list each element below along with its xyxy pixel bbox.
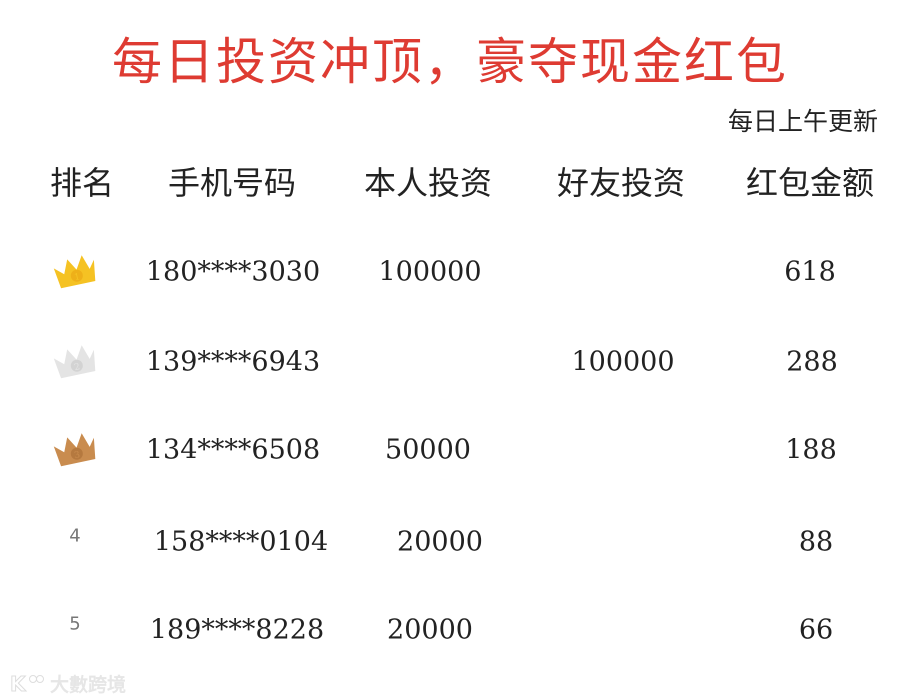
rank-number: 5 [69,613,81,635]
self-investment: 20000 [387,614,473,646]
watermark-text: 大數跨境 [50,674,127,696]
red-packet-amount: 288 [786,346,838,378]
self-investment: 100000 [378,256,482,288]
gold-crown-icon: 1 [50,252,100,292]
rank-number: 4 [69,525,81,547]
rank-number: 3 [73,450,81,461]
bronze-crown-icon: 3 [50,430,100,470]
phone-number: 180****3030 [145,256,321,288]
phone-number: 139****6943 [145,346,321,378]
header-self-investment: 本人投资 [363,164,493,202]
svg-text:K: K [10,673,27,695]
phone-number: 158****0104 [153,526,329,558]
page-title: 每日投资冲顶，豪夺现金红包 [112,33,788,91]
self-investment: 50000 [385,434,471,466]
logo-icon: K [10,673,44,695]
header-red-packet-amount: 红包金额 [745,164,875,202]
friend-investment: 100000 [571,346,675,378]
rank-number: 2 [73,362,81,373]
red-packet-amount: 618 [784,256,836,288]
header-rank: 排名 [49,164,115,202]
silver-crown-icon: 2 [50,342,100,382]
rank-number: 1 [73,272,81,283]
phone-number: 134****6508 [145,434,321,466]
red-packet-amount: 66 [798,614,834,646]
phone-number: 189****8228 [149,614,325,646]
red-packet-amount: 188 [785,434,837,466]
red-packet-amount: 88 [798,526,834,558]
update-note: 每日上午更新 [727,107,878,136]
header-phone: 手机号码 [167,164,297,202]
self-investment: 20000 [397,526,483,558]
header-friend-investment: 好友投资 [556,164,686,202]
watermark-logo: K 大數跨境 [10,670,126,697]
